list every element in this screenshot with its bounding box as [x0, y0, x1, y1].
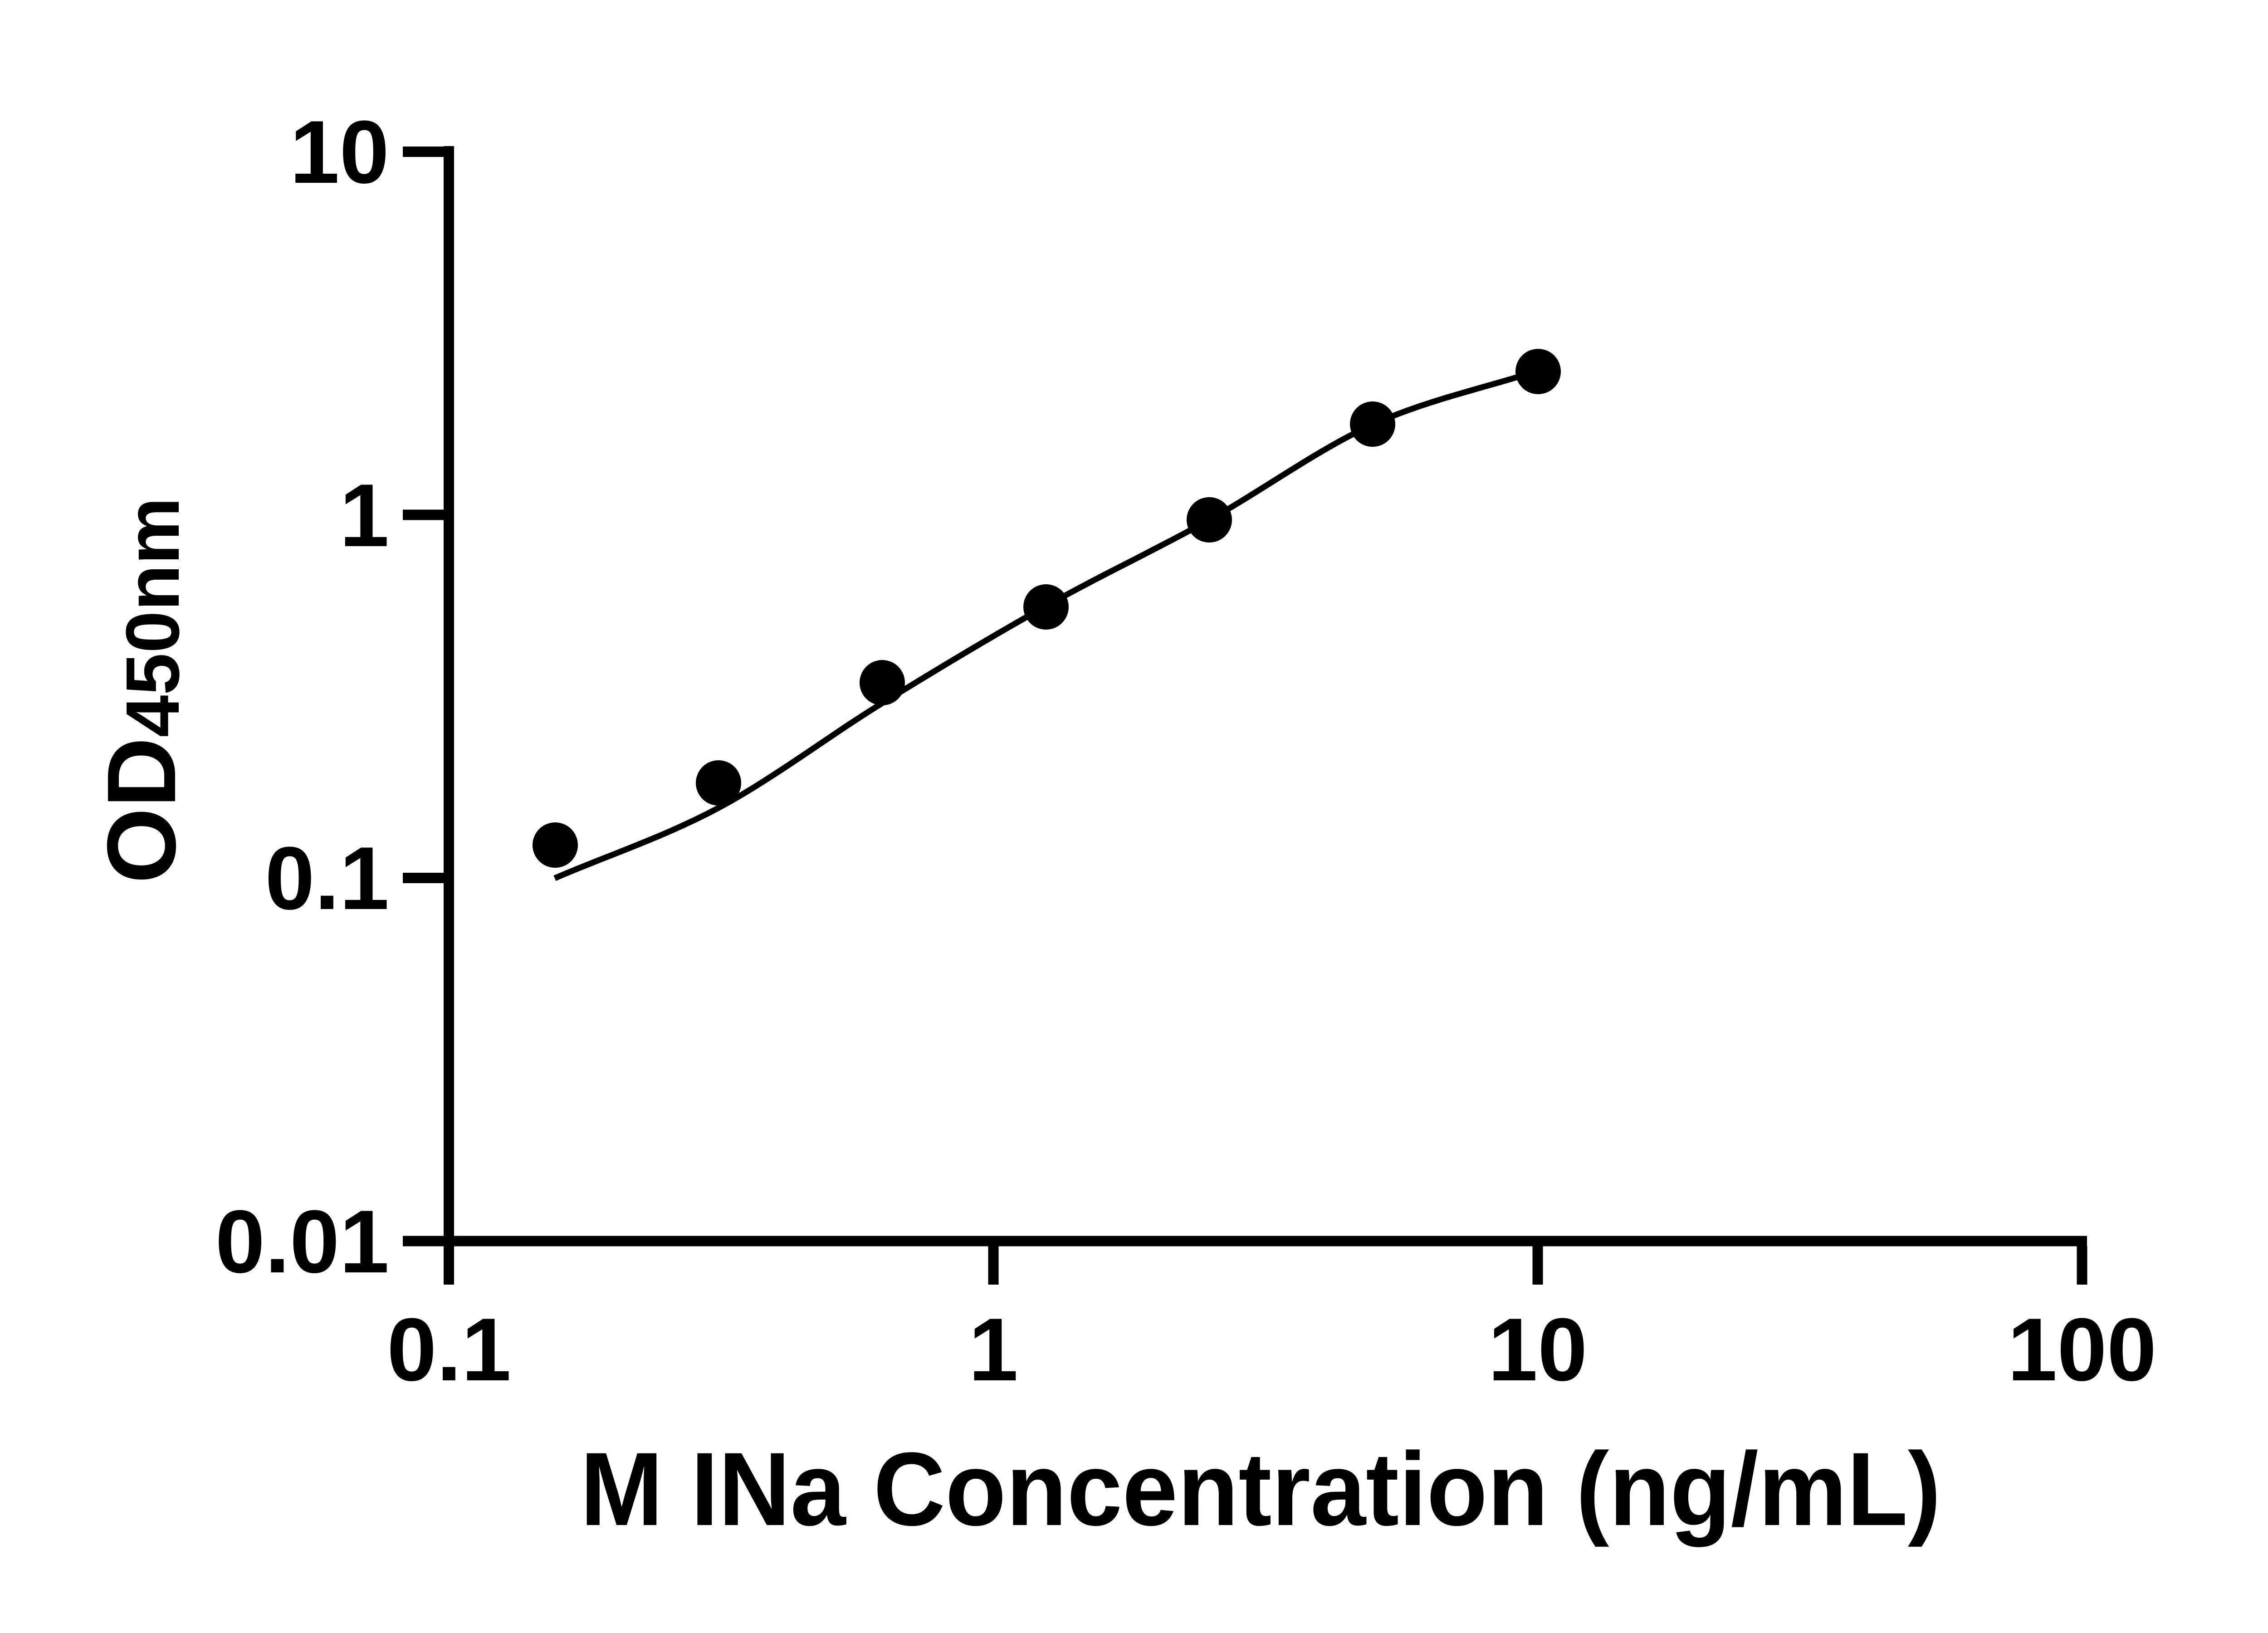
svg-text:10: 10	[1488, 1300, 1587, 1399]
svg-text:10: 10	[290, 102, 389, 202]
svg-text:OD450nm: OD450nm	[87, 497, 196, 884]
svg-text:0.01: 0.01	[215, 1192, 389, 1291]
svg-text:M INa Concentration (ng/mL): M INa Concentration (ng/mL)	[580, 1431, 1941, 1547]
svg-text:100: 100	[2008, 1300, 2157, 1399]
svg-text:0.1: 0.1	[265, 828, 389, 928]
svg-text:1: 1	[339, 465, 389, 565]
svg-text:0.1: 0.1	[387, 1300, 511, 1399]
svg-text:1: 1	[968, 1300, 1018, 1399]
